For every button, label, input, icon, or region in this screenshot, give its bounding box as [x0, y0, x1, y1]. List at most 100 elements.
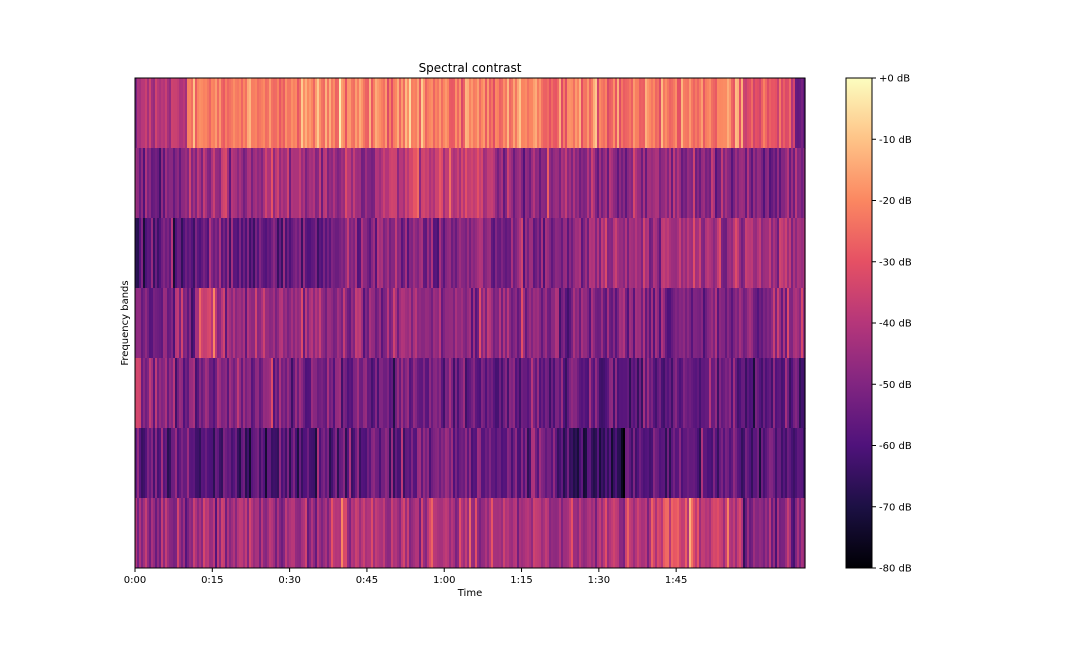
heatmap-cell [783, 78, 786, 149]
heatmap-cell [489, 498, 492, 569]
heatmap-cell [485, 498, 488, 569]
heatmap-cell [789, 358, 792, 429]
heatmap-cell [343, 358, 346, 429]
heatmap-cell [619, 78, 622, 149]
heatmap-cell [505, 78, 508, 149]
heatmap-cell [393, 288, 396, 359]
heatmap-cell [741, 288, 744, 359]
heatmap-cell [591, 288, 594, 359]
heatmap-cell [399, 218, 402, 289]
heatmap-cell [589, 218, 592, 289]
heatmap-cell [517, 218, 520, 289]
heatmap-cell [349, 148, 352, 219]
heatmap-cell [231, 148, 234, 219]
heatmap-cell [347, 498, 350, 569]
heatmap-cell [371, 498, 374, 569]
heatmap-cell [167, 148, 170, 219]
heatmap-cell [803, 428, 806, 499]
heatmap-cell [295, 358, 298, 429]
heatmap-cell [779, 78, 782, 149]
heatmap-cell [345, 78, 348, 149]
heatmap-cell [423, 148, 426, 219]
heatmap-cell [237, 428, 240, 499]
heatmap-cell [409, 218, 412, 289]
heatmap-cell [773, 218, 776, 289]
heatmap-cell [533, 288, 536, 359]
heatmap-cell [507, 358, 510, 429]
heatmap-cell [469, 78, 472, 149]
heatmap-cell [685, 428, 688, 499]
heatmap-cell [675, 288, 678, 359]
heatmap-cell [683, 78, 686, 149]
heatmap-cell [461, 498, 464, 569]
heatmap-cell [515, 148, 518, 219]
heatmap-cell [591, 78, 594, 149]
heatmap-cell [583, 78, 586, 149]
heatmap-cell [355, 428, 358, 499]
heatmap-cell [575, 358, 578, 429]
heatmap-cell [141, 218, 144, 289]
band-row-4 [135, 288, 806, 359]
heatmap-cell [395, 78, 398, 149]
heatmap-cell [649, 78, 652, 149]
heatmap-cell [211, 78, 214, 149]
heatmap-cell [629, 218, 632, 289]
heatmap-cell [211, 498, 214, 569]
heatmap-cell [749, 288, 752, 359]
heatmap-cell [245, 358, 248, 429]
heatmap-cell [639, 78, 642, 149]
heatmap-cell [413, 78, 416, 149]
heatmap-cell [673, 218, 676, 289]
heatmap-cell [365, 428, 368, 499]
heatmap-cell [415, 428, 418, 499]
heatmap-cell [453, 148, 456, 219]
heatmap-cell [649, 288, 652, 359]
heatmap-cell [225, 498, 228, 569]
heatmap-cell [491, 358, 494, 429]
heatmap-cell [627, 78, 630, 149]
heatmap-cell [737, 148, 740, 219]
heatmap-cell [343, 218, 346, 289]
heatmap-cell [609, 498, 612, 569]
colorbar-tick-label: -10 dB [879, 135, 912, 146]
heatmap-cell [533, 78, 536, 149]
heatmap-cell [787, 358, 790, 429]
heatmap-cell [233, 358, 236, 429]
heatmap-cell [701, 498, 704, 569]
heatmap-cell [531, 218, 534, 289]
x-tick-label: 0:15 [201, 575, 223, 586]
heatmap-cell [201, 288, 204, 359]
heatmap-cell [483, 358, 486, 429]
heatmap-cell [207, 218, 210, 289]
heatmap-cell [643, 218, 646, 289]
heatmap-cell [639, 218, 642, 289]
heatmap-cell [705, 288, 708, 359]
heatmap-cell [371, 288, 374, 359]
heatmap-cell [303, 78, 306, 149]
heatmap-cell [637, 498, 640, 569]
heatmap-cell [483, 78, 486, 149]
heatmap-cell [621, 358, 624, 429]
heatmap-cell [537, 288, 540, 359]
heatmap-cell [587, 428, 590, 499]
heatmap-cell [591, 218, 594, 289]
heatmap-cell [367, 288, 370, 359]
heatmap-cell [379, 218, 382, 289]
heatmap-cell [599, 498, 602, 569]
heatmap-cell [791, 148, 794, 219]
heatmap-cell [343, 148, 346, 219]
heatmap-cell [377, 78, 380, 149]
heatmap-cell [709, 288, 712, 359]
heatmap-cell [553, 498, 556, 569]
heatmap-cell [589, 78, 592, 149]
heatmap-cell [707, 218, 710, 289]
heatmap-cell [381, 498, 384, 569]
heatmap-cell [203, 358, 206, 429]
heatmap-cell [515, 428, 518, 499]
heatmap-cell [145, 428, 148, 499]
heatmap-cell [761, 148, 764, 219]
heatmap-cell [201, 218, 204, 289]
heatmap-cell [523, 148, 526, 219]
heatmap-cell [415, 358, 418, 429]
heatmap-cell [585, 428, 588, 499]
